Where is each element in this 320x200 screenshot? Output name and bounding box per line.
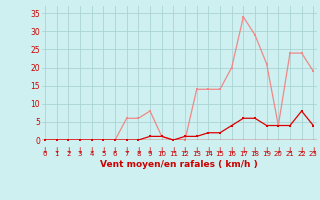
Text: ↓: ↓ <box>287 146 293 155</box>
Text: ↓: ↓ <box>252 146 258 155</box>
Text: ↓: ↓ <box>158 146 165 155</box>
Text: ↓: ↓ <box>275 146 282 155</box>
Text: ↓: ↓ <box>217 146 223 155</box>
Text: ↓: ↓ <box>135 146 141 155</box>
Text: ↓: ↓ <box>299 146 305 155</box>
Text: ↓: ↓ <box>205 146 212 155</box>
Text: ↓: ↓ <box>147 146 153 155</box>
Text: ↓: ↓ <box>228 146 235 155</box>
X-axis label: Vent moyen/en rafales ( km/h ): Vent moyen/en rafales ( km/h ) <box>100 160 258 169</box>
Text: ↓: ↓ <box>65 146 72 155</box>
Text: ↓: ↓ <box>112 146 118 155</box>
Text: ↓: ↓ <box>42 146 48 155</box>
Text: ↓: ↓ <box>77 146 83 155</box>
Text: ↓: ↓ <box>194 146 200 155</box>
Text: ↓: ↓ <box>124 146 130 155</box>
Text: ↓: ↓ <box>170 146 177 155</box>
Text: ↓: ↓ <box>89 146 95 155</box>
Text: ↓: ↓ <box>263 146 270 155</box>
Text: ↓: ↓ <box>240 146 246 155</box>
Text: ↓: ↓ <box>310 146 316 155</box>
Text: ↓: ↓ <box>100 146 107 155</box>
Text: ↓: ↓ <box>182 146 188 155</box>
Text: ↓: ↓ <box>53 146 60 155</box>
